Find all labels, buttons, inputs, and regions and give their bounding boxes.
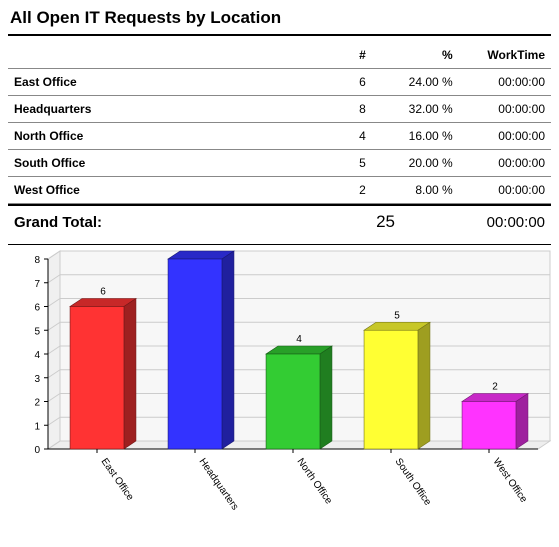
svg-text:East Office: East Office: [99, 456, 136, 503]
report-container: { "title": "All Open IT Requests by Loca…: [0, 0, 559, 547]
cell-location: North Office: [8, 123, 307, 150]
cell-location: East Office: [8, 69, 307, 96]
cell-count: 4: [307, 123, 372, 150]
cell-worktime: 00:00:00: [459, 123, 551, 150]
cell-worktime: 00:00:00: [459, 150, 551, 177]
grand-total-worktime: 00:00:00: [395, 214, 545, 231]
svg-text:North Office: North Office: [295, 456, 335, 506]
table-row: East Office 6 24.00 % 00:00:00: [8, 69, 551, 96]
svg-text:Headquarters: Headquarters: [197, 456, 241, 512]
svg-text:4: 4: [296, 334, 302, 345]
cell-count: 2: [307, 177, 372, 204]
bar-chart: 0 1 2 3 4 5 6 7 8 6 East Office 8 Headquarters 4 North…: [8, 249, 551, 539]
cell-count: 8: [307, 96, 372, 123]
svg-text:3: 3: [34, 374, 40, 385]
svg-text:5: 5: [394, 310, 400, 321]
cell-pct: 16.00 %: [372, 123, 459, 150]
cell-location: Headquarters: [8, 96, 307, 123]
svg-text:0: 0: [34, 445, 40, 456]
svg-text:4: 4: [34, 350, 40, 361]
cell-pct: 32.00 %: [372, 96, 459, 123]
cell-worktime: 00:00:00: [459, 177, 551, 204]
cell-pct: 24.00 %: [372, 69, 459, 96]
table-row: South Office 5 20.00 % 00:00:00: [8, 150, 551, 177]
chart-area: 0 1 2 3 4 5 6 7 8 6 East Office 8 Headquarters 4 North…: [8, 244, 551, 539]
cell-count: 6: [307, 69, 372, 96]
svg-text:6: 6: [100, 287, 106, 298]
svg-text:2: 2: [492, 382, 498, 393]
cell-worktime: 00:00:00: [459, 96, 551, 123]
cell-location: South Office: [8, 150, 307, 177]
svg-text:South Office: South Office: [393, 456, 434, 508]
data-table: # % WorkTime East Office 6 24.00 % 00:00…: [8, 42, 551, 204]
grand-total-label: Grand Total:: [14, 214, 305, 231]
grand-total-count: 25: [305, 212, 395, 232]
col-location: [8, 42, 307, 69]
svg-text:5: 5: [34, 326, 40, 337]
cell-location: West Office: [8, 177, 307, 204]
col-worktime: WorkTime: [459, 42, 551, 69]
svg-text:7: 7: [34, 279, 40, 290]
table-row: West Office 2 8.00 % 00:00:00: [8, 177, 551, 204]
table-header-row: # % WorkTime: [8, 42, 551, 69]
table-row: Headquarters 8 32.00 % 00:00:00: [8, 96, 551, 123]
svg-text:West Office: West Office: [491, 456, 530, 505]
svg-text:8: 8: [34, 255, 40, 266]
table-row: North Office 4 16.00 % 00:00:00: [8, 123, 551, 150]
grand-total-row: Grand Total: 25 00:00:00: [8, 204, 551, 240]
cell-pct: 8.00 %: [372, 177, 459, 204]
cell-worktime: 00:00:00: [459, 69, 551, 96]
svg-text:2: 2: [34, 398, 40, 409]
cell-count: 5: [307, 150, 372, 177]
col-count: #: [307, 42, 372, 69]
report-title: All Open IT Requests by Location: [8, 4, 551, 36]
svg-text:8: 8: [198, 249, 204, 250]
col-pct: %: [372, 42, 459, 69]
svg-text:6: 6: [34, 303, 40, 314]
svg-text:1: 1: [34, 421, 40, 432]
cell-pct: 20.00 %: [372, 150, 459, 177]
